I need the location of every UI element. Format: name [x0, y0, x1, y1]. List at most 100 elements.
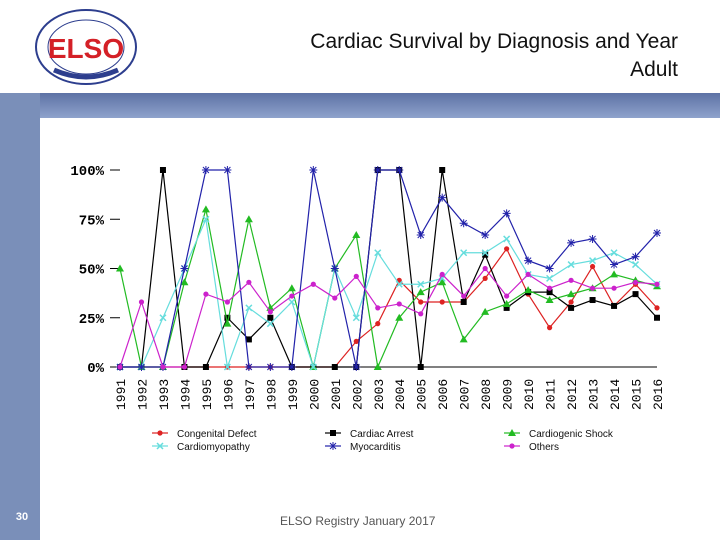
data-point: [159, 167, 166, 173]
data-point: [547, 325, 553, 331]
data-point: [223, 166, 232, 174]
data-point: [309, 166, 318, 174]
x-tick-label: 1999: [286, 379, 301, 410]
x-tick-label: 2009: [501, 379, 516, 410]
x-tick-label: 2014: [608, 379, 623, 410]
data-point: [223, 363, 231, 371]
legend-item: Cardiomyopathy: [152, 442, 250, 453]
data-point: [416, 231, 425, 240]
data-point: [460, 298, 467, 305]
legend-item: Others: [504, 442, 559, 453]
footer-text: ELSO Registry January 2017: [280, 514, 436, 528]
legend-label: Cardiac Arrest: [350, 429, 414, 440]
data-point: [653, 229, 661, 238]
x-tick-label: 2002: [350, 379, 365, 410]
data-point: [545, 296, 554, 304]
x-tick-label: 2016: [651, 379, 666, 410]
data-point: [116, 264, 124, 272]
x-tick-label: 2013: [587, 379, 602, 410]
data-point: [201, 205, 210, 213]
data-point: [287, 363, 296, 371]
x-tick-label: 1997: [243, 379, 258, 410]
data-point: [353, 273, 359, 279]
data-point: [417, 364, 424, 370]
data-point: [332, 295, 338, 301]
data-point: [244, 215, 253, 223]
data-point: [181, 364, 188, 370]
chart-series: [116, 166, 661, 371]
data-point: [288, 298, 296, 306]
data-point: [373, 363, 382, 370]
data-point: [482, 265, 488, 272]
data-point: [439, 299, 445, 305]
data-point: [180, 264, 189, 273]
legend-label: Congenital Defect: [177, 429, 257, 440]
data-point: [459, 219, 468, 228]
data-point: [267, 309, 273, 315]
data-point: [352, 231, 361, 239]
legend-item: Cardiogenic Shock: [504, 429, 614, 440]
data-point: [589, 285, 596, 291]
slide-title: Cardiac Survival by Diagnosis and Year A…: [178, 28, 678, 84]
series-cardiomyopathy: [116, 215, 661, 371]
data-point: [568, 299, 574, 305]
data-point: [267, 314, 274, 321]
chart-legend: Congenital Defect Cardiac Arrest Cardiogen…: [152, 429, 614, 453]
data-point: [352, 314, 360, 322]
x-tick-label: 2000: [307, 379, 322, 410]
data-point: [138, 299, 145, 305]
page-number: 30: [15, 511, 29, 523]
legend-item: Myocarditis: [325, 442, 401, 453]
data-point: [546, 289, 553, 296]
data-point: [503, 235, 511, 243]
data-point: [289, 293, 295, 299]
data-point: [331, 364, 338, 370]
data-point: [525, 271, 531, 278]
x-tick-label: 2015: [630, 379, 645, 410]
x-tick-label: 2003: [372, 379, 387, 410]
data-point: [654, 305, 660, 311]
data-point: [631, 252, 640, 261]
data-point: [266, 320, 274, 328]
data-point: [395, 280, 403, 288]
legend-label: Myocarditis: [350, 442, 401, 453]
data-point: [632, 279, 639, 285]
series-others: [117, 265, 660, 370]
data-point: [567, 238, 576, 247]
data-point: [201, 166, 210, 174]
data-point: [589, 257, 597, 265]
data-point: [524, 256, 533, 265]
data-point: [330, 264, 339, 273]
chart-grid: [110, 169, 657, 368]
data-point: [352, 363, 361, 371]
legend-swatch-marker: [509, 443, 515, 449]
data-point: [180, 278, 189, 286]
x-tick-label: 2004: [393, 379, 408, 410]
data-point: [524, 286, 533, 294]
data-point: [374, 249, 382, 257]
header-band: [0, 93, 720, 118]
data-point: [568, 304, 575, 311]
data-point: [202, 364, 209, 370]
data-point: [482, 275, 488, 281]
data-point: [416, 288, 425, 296]
x-tick-label: 1993: [157, 379, 172, 410]
x-tick-label: 2007: [458, 379, 473, 410]
data-point: [611, 302, 618, 309]
data-point: [266, 363, 275, 371]
y-tick-label: 100%: [70, 164, 104, 180]
data-point: [395, 166, 404, 174]
x-tick-label: 2006: [436, 379, 451, 410]
data-point: [589, 263, 596, 270]
data-point: [547, 285, 553, 291]
data-point: [244, 363, 253, 371]
y-tick-label: 50%: [79, 263, 105, 279]
data-point: [503, 304, 510, 311]
legend-swatch-marker: [330, 430, 336, 436]
data-point: [245, 336, 252, 343]
data-point: [610, 249, 618, 257]
data-point: [287, 284, 296, 292]
data-point: [202, 215, 210, 223]
y-tick-label: 25%: [79, 312, 105, 328]
